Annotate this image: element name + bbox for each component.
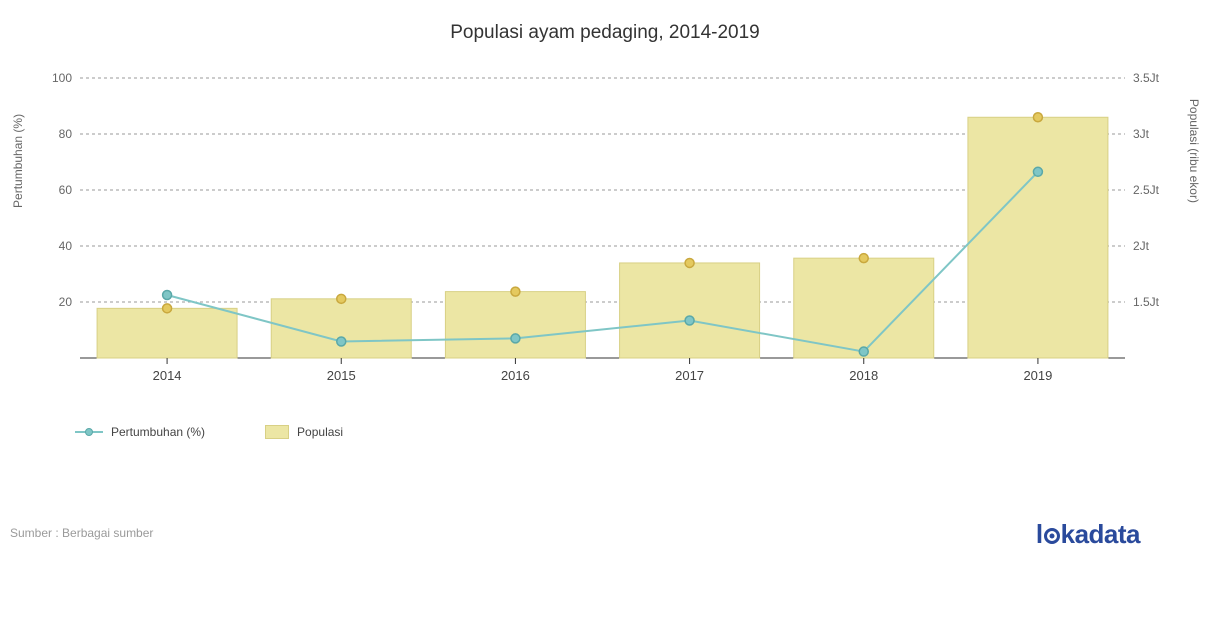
growth-dot xyxy=(511,334,520,343)
x-label: 2016 xyxy=(501,368,530,383)
legend-label-population: Populasi xyxy=(297,425,343,439)
y-left-tick: 40 xyxy=(59,239,73,253)
bar-top-dot xyxy=(337,294,346,303)
growth-dot xyxy=(859,347,868,356)
y-right-tick: 2Jt xyxy=(1133,239,1150,253)
growth-dot xyxy=(685,316,694,325)
legend-bar-icon xyxy=(265,425,289,439)
bar xyxy=(97,308,237,358)
bar-top-dot xyxy=(859,254,868,263)
logo: lkadata xyxy=(1036,519,1140,550)
bar-top-dot xyxy=(1033,113,1042,122)
bar xyxy=(620,263,760,358)
y-left-tick: 60 xyxy=(59,183,73,197)
chart-title: Populasi ayam pedaging, 2014-2019 xyxy=(0,0,1210,44)
x-label: 2018 xyxy=(849,368,878,383)
growth-dot xyxy=(1033,167,1042,176)
chart-svg: 20 1.5Jt 40 2Jt 60 2.5Jt 80 3Jt 100 3.5Jt 2014 2015… xyxy=(40,58,1170,418)
chart-area: Pertumbuhan (%) Populasi (ribu ekor) 201… xyxy=(40,58,1170,438)
y-axis-left-label: Pertumbuhan (%) xyxy=(11,114,25,208)
y-left-tick: 100 xyxy=(52,71,72,85)
y-right-tick: 3Jt xyxy=(1133,127,1150,141)
growth-dot xyxy=(337,337,346,346)
bar-top-dot xyxy=(511,287,520,296)
bar xyxy=(968,117,1108,358)
bar-top-dot xyxy=(685,258,694,267)
y-right-tick: 3.5Jt xyxy=(1133,71,1160,85)
x-label: 2017 xyxy=(675,368,704,383)
legend-item-population: Populasi xyxy=(265,425,343,439)
y-right-tick: 1.5Jt xyxy=(1133,295,1160,309)
legend-line-icon xyxy=(75,431,103,433)
legend-label-growth: Pertumbuhan (%) xyxy=(111,425,205,439)
bar xyxy=(445,292,585,358)
y-left-tick: 80 xyxy=(59,127,73,141)
x-label: 2019 xyxy=(1023,368,1052,383)
bar-top-dot xyxy=(163,304,172,313)
growth-dot xyxy=(163,291,172,300)
x-label: 2015 xyxy=(327,368,356,383)
y-axis-right-label: Populasi (ribu ekor) xyxy=(1187,99,1201,203)
y-right-tick: 2.5Jt xyxy=(1133,183,1160,197)
legend: Pertumbuhan (%) Populasi xyxy=(75,425,343,439)
x-label: 2014 xyxy=(153,368,182,383)
source-text: Sumber : Berbagai sumber xyxy=(10,526,153,540)
legend-item-growth: Pertumbuhan (%) xyxy=(75,425,205,439)
y-left-tick: 20 xyxy=(59,295,73,309)
